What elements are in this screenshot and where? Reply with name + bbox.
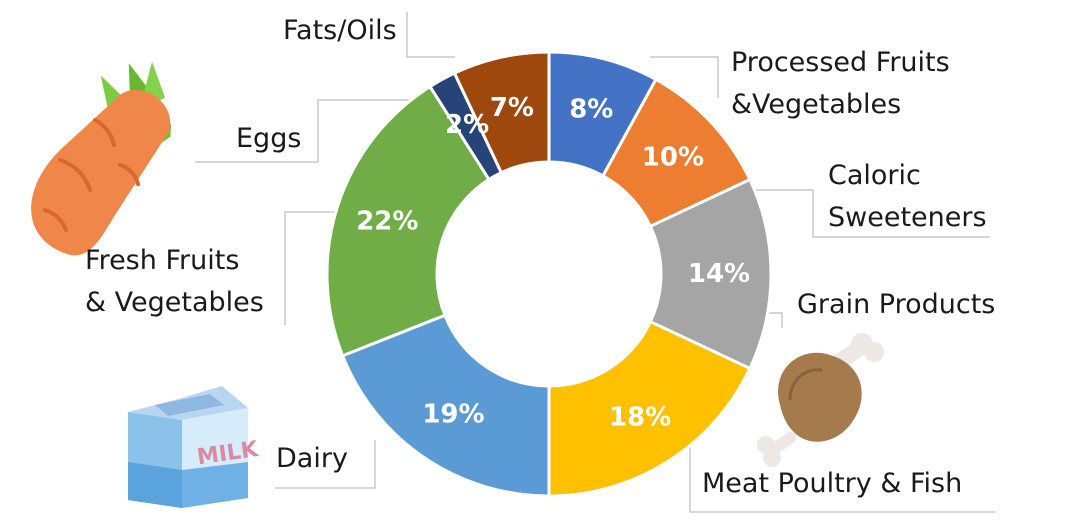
leader-line-processed	[650, 56, 719, 98]
percent-label: 19%	[422, 400, 484, 430]
percent-label: 8%	[569, 94, 613, 124]
label-dairy: Dairy	[276, 443, 348, 474]
leader-line-fats	[406, 12, 455, 58]
percent-label: 18%	[609, 403, 671, 433]
percent-label: 7%	[490, 93, 534, 123]
donut-segment	[547, 319, 752, 498]
leader-line-eggs	[195, 99, 415, 163]
leader-line-meat	[689, 447, 995, 513]
label-processed-fruits-line2: &Vegetables	[731, 89, 902, 120]
milk-carton-icon: MILK	[128, 386, 260, 508]
donut-segment	[452, 50, 551, 175]
percent-label: 22%	[356, 206, 418, 236]
drumstick-icon	[757, 333, 884, 467]
carrot-icon	[31, 61, 172, 256]
donut-segment	[325, 84, 492, 358]
leader-line-dairy	[275, 440, 376, 489]
percent-label: 2%	[445, 110, 489, 140]
label-fresh-fruits-line1: Fresh Fruits	[85, 245, 240, 276]
leader-line-caloric	[735, 189, 990, 238]
label-processed-fruits-line1: Processed Fruits	[731, 47, 950, 78]
percent-label: 14%	[688, 259, 750, 289]
label-caloric-line1: Caloric	[828, 160, 921, 191]
label-caloric-line2: Sweeteners	[828, 202, 987, 233]
label-grain-products: Grain Products	[797, 289, 996, 320]
donut-segment	[340, 313, 551, 498]
leader-line-fresh	[284, 211, 350, 325]
label-eggs: Eggs	[236, 123, 302, 154]
label-fresh-fruits-line2: & Vegetables	[85, 287, 264, 318]
label-meat: Meat Poultry & Fish	[702, 468, 963, 499]
label-fats-oils: Fats/Oils	[283, 15, 397, 46]
donut-segments	[325, 50, 773, 498]
percent-label: 10%	[642, 143, 704, 173]
percent-labels: 8% 10% 14% 18% 19% 22% 2%7%	[356, 93, 750, 432]
